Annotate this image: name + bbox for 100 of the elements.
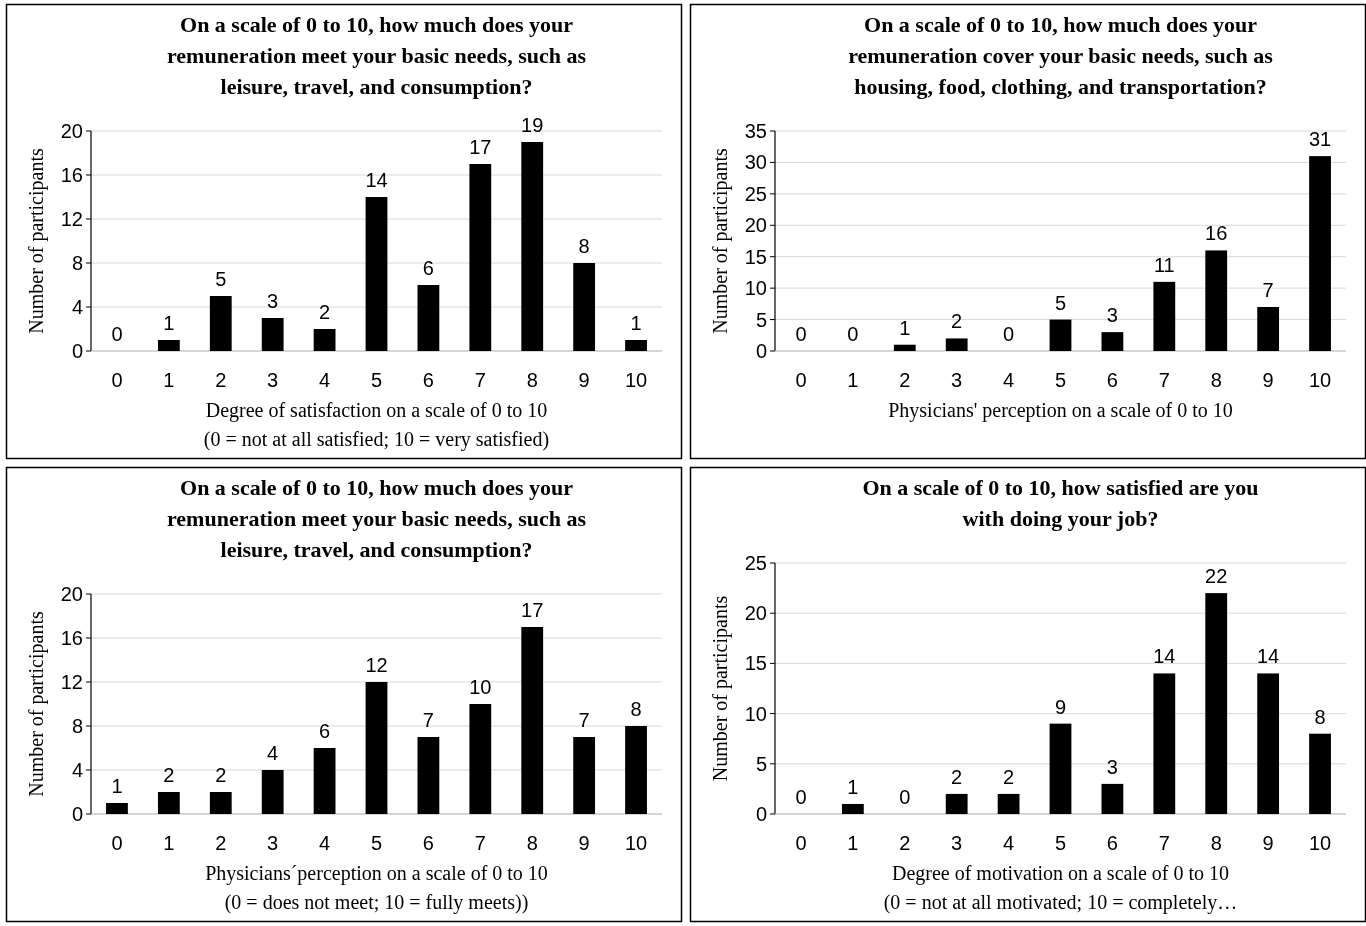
bar [1309, 156, 1331, 351]
bar [1153, 281, 1176, 351]
data-label: 10 [469, 676, 492, 698]
x-tick-label: 3 [951, 832, 963, 854]
data-label: 17 [521, 599, 544, 621]
x-tick-label: 9 [578, 369, 590, 391]
y-tick-label: 0 [71, 340, 83, 362]
data-label: 2 [951, 765, 963, 788]
y-tick-label: 5 [755, 308, 767, 331]
bar [209, 296, 232, 351]
data-label: 8 [1314, 705, 1326, 728]
data-label: 7 [1262, 279, 1274, 301]
data-label: 0 [111, 323, 123, 345]
x-tick-label: 5 [370, 832, 383, 854]
data-label: 2 [319, 301, 331, 323]
x-tick-label: 6 [422, 832, 434, 854]
bar [1205, 250, 1228, 351]
x-tick-label: 4 [319, 832, 331, 854]
y-tick-label: 12 [60, 208, 83, 230]
data-label: 1 [111, 775, 123, 797]
bar [841, 803, 864, 814]
bar [1257, 673, 1280, 814]
x-tick-label: 3 [951, 369, 963, 391]
bar [1101, 332, 1124, 351]
x-tick-label: 8 [1210, 832, 1222, 854]
data-label: 8 [578, 235, 590, 257]
data-label: 5 [1054, 291, 1067, 314]
x-tick-label: 9 [578, 832, 590, 854]
bar [106, 803, 128, 814]
data-label: 4 [267, 742, 279, 764]
bar [945, 793, 968, 814]
x-axis-title: Physicians´perception on a scale of 0 to 10 (0 = does not meet; 10 = fully meets)) [205, 862, 548, 914]
x-tick-label: 8 [1210, 369, 1222, 391]
x-tick-label: 6 [1106, 369, 1118, 391]
x-tick-label: 0 [795, 369, 807, 391]
data-label: 11 [1153, 253, 1175, 276]
data-label: 0 [795, 323, 807, 345]
y-tick-label: 20 [744, 214, 767, 237]
data-label: 1 [630, 312, 642, 334]
y-tick-label: 20 [60, 583, 83, 605]
bar [625, 726, 647, 814]
x-tick-label: 7 [1158, 832, 1170, 854]
x-tick-label: 2 [215, 369, 227, 391]
bar [261, 770, 284, 814]
x-tick-label: 10 [624, 369, 648, 391]
x-tick-label: 5 [1054, 832, 1067, 854]
y-tick-label: 8 [71, 715, 83, 737]
bar [469, 164, 492, 351]
data-label: 14 [365, 169, 388, 191]
data-label: 7 [422, 709, 434, 731]
x-tick-label: 3 [267, 832, 279, 854]
data-label: 2 [951, 310, 963, 333]
bar [893, 344, 916, 351]
x-tick-label: 9 [1262, 832, 1274, 854]
y-axis-title: Number of participants [25, 148, 48, 334]
x-axis-title: Physicians' perception on a scale of 0 to 10 [888, 399, 1233, 422]
x-tick-label: 2 [899, 369, 911, 391]
bar [1101, 783, 1124, 814]
data-label: 5 [215, 268, 227, 290]
x-tick-label: 0 [111, 832, 123, 854]
x-tick-label: 5 [370, 369, 383, 391]
data-label: 2 [1003, 765, 1015, 788]
bar [997, 793, 1020, 814]
y-tick-label: 15 [744, 245, 767, 268]
chart-title: On a scale of 0 to 10, how much does your remuneration cover your basic needs, such as housing, food, clothing, and transportation? [848, 12, 1274, 99]
bar [945, 338, 968, 351]
x-tick-label: 1 [163, 369, 175, 391]
chart-title: On a scale of 0 to 10, how satisfied are you with doing your job? [862, 475, 1259, 531]
chart-title: On a scale of 0 to 10, how much does your remuneration meet your basic needs, such as leisure, travel, and consumption? [166, 12, 587, 99]
bar [209, 792, 232, 814]
bar [1153, 673, 1176, 814]
data-label: 3 [1106, 755, 1118, 778]
data-label: 31 [1308, 128, 1332, 151]
y-tick-label: 35 [744, 120, 767, 142]
bar [573, 263, 596, 351]
x-tick-label: 4 [1003, 369, 1015, 391]
x-tick-label: 0 [111, 369, 123, 391]
y-tick-label: 25 [744, 182, 767, 205]
data-label: 12 [365, 654, 388, 676]
x-tick-label: 6 [1106, 832, 1118, 854]
y-axis-title: Number of participants [709, 595, 732, 782]
data-label: 22 [1205, 565, 1228, 588]
x-tick-label: 0 [795, 832, 807, 854]
x-axis-title: Degree of motivation on a scale of 0 to 10 (0 = not at all motivated; 10 = completely… [883, 862, 1238, 914]
y-tick-label: 10 [744, 702, 767, 725]
x-tick-label: 2 [899, 832, 911, 854]
x-tick-label: 4 [319, 369, 331, 391]
bar [469, 704, 492, 814]
data-label: 0 [847, 323, 859, 345]
x-tick-label: 9 [1262, 369, 1274, 391]
data-label: 6 [422, 257, 434, 279]
data-label: 14 [1153, 645, 1176, 668]
y-tick-label: 10 [744, 277, 767, 300]
data-label: 0 [795, 786, 807, 808]
data-label: 3 [267, 290, 279, 312]
bar [521, 627, 544, 814]
bar [365, 197, 388, 351]
bar [1309, 733, 1331, 814]
x-tick-label: 4 [1003, 832, 1015, 854]
bar [625, 340, 647, 351]
